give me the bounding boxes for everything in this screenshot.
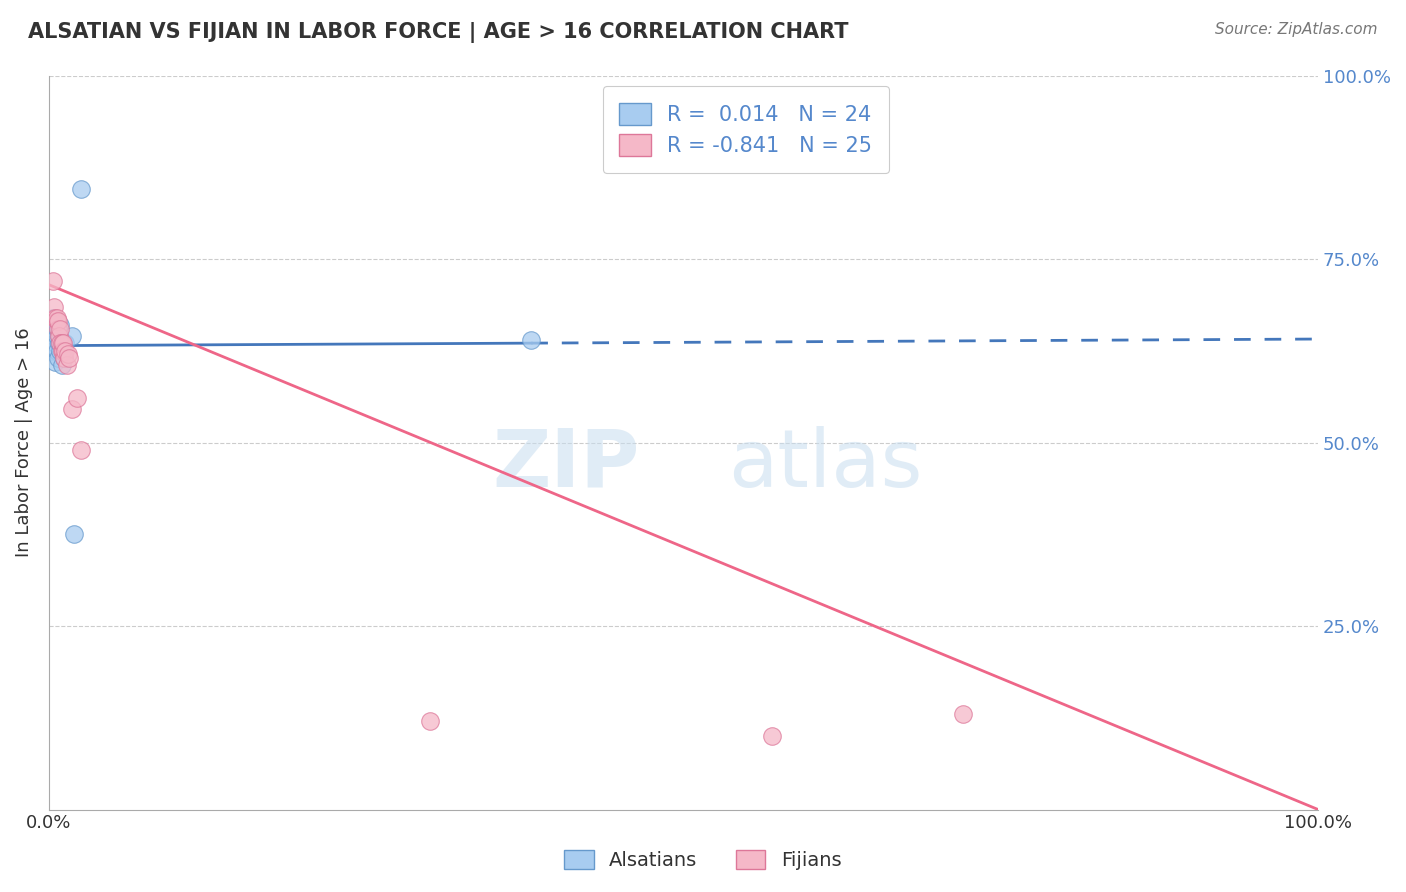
Point xyxy=(48,329,70,343)
Point xyxy=(52,343,75,358)
Point xyxy=(45,343,67,358)
Point xyxy=(52,343,75,358)
Point xyxy=(45,329,67,343)
Point xyxy=(46,314,69,328)
Point xyxy=(51,336,73,351)
Legend: Alsatians, Fijians: Alsatians, Fijians xyxy=(557,842,849,878)
Point xyxy=(42,318,65,332)
Point xyxy=(49,336,72,351)
Y-axis label: In Labor Force | Age > 16: In Labor Force | Age > 16 xyxy=(15,327,32,558)
Point xyxy=(49,322,72,336)
Legend: R =  0.014   N = 24, R = -0.841   N = 25: R = 0.014 N = 24, R = -0.841 N = 25 xyxy=(603,86,889,173)
Point xyxy=(42,322,65,336)
Point xyxy=(52,336,75,351)
Point xyxy=(49,318,72,332)
Point xyxy=(44,310,66,325)
Point xyxy=(520,333,543,347)
Point xyxy=(51,336,73,351)
Point xyxy=(44,355,66,369)
Point xyxy=(48,336,70,351)
Point xyxy=(48,329,70,343)
Point xyxy=(49,343,72,358)
Text: ZIP: ZIP xyxy=(492,425,640,504)
Text: atlas: atlas xyxy=(728,425,922,504)
Point xyxy=(42,329,65,343)
Point xyxy=(60,402,83,417)
Point xyxy=(42,274,65,288)
Point xyxy=(42,310,65,325)
Point xyxy=(58,351,80,365)
Point xyxy=(55,359,77,373)
Point xyxy=(45,314,67,328)
Point xyxy=(41,343,63,358)
Point xyxy=(51,343,73,358)
Point xyxy=(60,329,83,343)
Point xyxy=(63,527,86,541)
Point xyxy=(55,336,77,351)
Point xyxy=(69,442,91,457)
Point xyxy=(45,310,67,325)
Point xyxy=(46,322,69,336)
Text: Source: ZipAtlas.com: Source: ZipAtlas.com xyxy=(1215,22,1378,37)
Point xyxy=(952,707,974,722)
Point xyxy=(51,359,73,373)
Point xyxy=(761,729,783,743)
Text: ALSATIAN VS FIJIAN IN LABOR FORCE | AGE > 16 CORRELATION CHART: ALSATIAN VS FIJIAN IN LABOR FORCE | AGE … xyxy=(28,22,849,44)
Point xyxy=(42,300,65,314)
Point xyxy=(53,351,76,365)
Point xyxy=(66,392,89,406)
Point xyxy=(44,336,66,351)
Point xyxy=(419,714,441,729)
Point xyxy=(55,343,77,358)
Point xyxy=(56,347,79,361)
Point xyxy=(46,322,69,336)
Point xyxy=(46,351,69,365)
Point xyxy=(69,182,91,196)
Point xyxy=(53,351,76,365)
